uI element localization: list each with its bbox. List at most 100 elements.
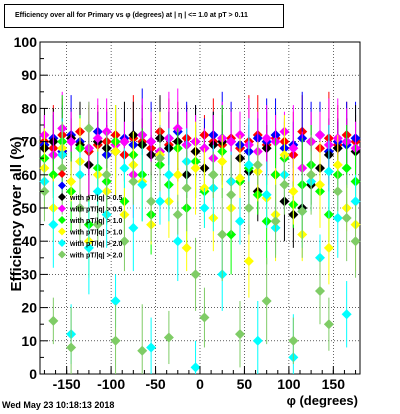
data-point (332, 186, 343, 197)
legend-marker (58, 193, 66, 201)
data-point (279, 179, 290, 190)
data-point (119, 236, 130, 247)
data-point (190, 362, 201, 373)
data-point (226, 189, 237, 200)
data-point (66, 176, 77, 187)
data-point (190, 163, 201, 174)
data-point (341, 163, 352, 174)
data-point (306, 169, 317, 180)
data-point (235, 216, 245, 227)
data-point (217, 156, 228, 167)
data-point (332, 212, 343, 223)
x-tick-label: 0 (196, 376, 204, 392)
data-point (288, 143, 299, 154)
data-point (243, 159, 254, 170)
data-point (243, 203, 254, 213)
data-point (315, 129, 325, 140)
data-point (350, 196, 361, 207)
data-point (181, 242, 192, 253)
y-tick-label: 60 (21, 167, 37, 183)
data-point (92, 219, 103, 230)
data-point (66, 342, 77, 353)
data-point (208, 169, 219, 180)
y-tick-label: 100 (14, 34, 38, 50)
data-point (350, 236, 361, 247)
data-point (341, 212, 352, 223)
data-point (199, 312, 210, 323)
legend-marker (58, 216, 66, 224)
data-point (315, 179, 325, 190)
data-point (323, 319, 334, 330)
y-axis-label: Efficiency over all (%) (8, 136, 25, 291)
data-point (75, 203, 85, 213)
data-point (252, 335, 263, 346)
data-point (92, 133, 103, 144)
legend-marker (58, 250, 66, 259)
x-tick-label: 100 (277, 376, 301, 392)
data-point (92, 186, 103, 197)
data-point (261, 295, 272, 306)
y-tick-label: 80 (21, 100, 37, 116)
y-tick-label: 70 (21, 134, 37, 150)
legend: with pT/|q| > 0.5 with pT/|q| > 0.5 with p… (58, 170, 122, 260)
legend-marker (58, 204, 66, 213)
data-point (226, 136, 237, 147)
data-point (155, 153, 165, 164)
data-point (261, 133, 272, 144)
title-box: Efficiency over all for Primary vs φ (de… (4, 4, 284, 28)
y-tick-label: 50 (21, 200, 37, 216)
data-point (332, 159, 343, 170)
legend-label: with pT/|q| > 1.0 (69, 230, 122, 237)
data-point (66, 136, 77, 147)
data-point (83, 242, 94, 253)
legend-label: with pT/|q| > 1.0 (69, 218, 122, 225)
data-point (101, 169, 112, 180)
data-point (119, 136, 130, 147)
data-point (137, 179, 148, 190)
y-tick-label: 30 (21, 266, 37, 282)
data-point (261, 189, 272, 200)
data-point (110, 295, 121, 306)
data-point (199, 203, 210, 213)
data-point (128, 222, 139, 233)
legend-marker (58, 181, 66, 190)
data-point (323, 242, 334, 253)
data-point (57, 163, 68, 174)
data-point (128, 176, 139, 187)
data-point (270, 216, 281, 227)
data-point (155, 196, 165, 207)
data-point (288, 335, 299, 346)
y-tick-label: 90 (21, 67, 37, 83)
x-tick-label: 50 (237, 376, 253, 392)
data-point (243, 256, 254, 267)
data-point (172, 169, 183, 180)
x-axis-label: φ (degrees) (287, 393, 358, 408)
timestamp: Wed May 23 10:18:13 2018 (2, 400, 115, 410)
y-tick-label: 40 (21, 233, 37, 249)
data-point (137, 345, 148, 356)
data-point (110, 335, 121, 346)
legend-marker (58, 239, 66, 247)
data-point (181, 183, 192, 194)
data-point (323, 166, 334, 177)
y-tick-label: 0 (29, 366, 37, 382)
legend-marker (58, 227, 66, 236)
data-point (217, 229, 228, 240)
data-point (172, 209, 183, 220)
data-point (172, 236, 183, 247)
legend-label: with pT/|q| > 0.5 (69, 207, 122, 214)
data-point (252, 159, 263, 170)
data-point (110, 146, 121, 157)
data-point (163, 332, 174, 343)
data-point (146, 342, 157, 353)
data-points (39, 88, 361, 374)
data-point (235, 173, 245, 184)
legend-marker (58, 170, 66, 178)
data-point (48, 219, 59, 230)
y-tick-label: 10 (21, 333, 37, 349)
axis-ticks: -150 -100 -50 0 50 100 150 0 10 20 30 40 50 60 70 80 90 1… (14, 34, 357, 392)
data-point (119, 163, 130, 174)
data-point (39, 186, 50, 197)
data-point (83, 123, 94, 134)
